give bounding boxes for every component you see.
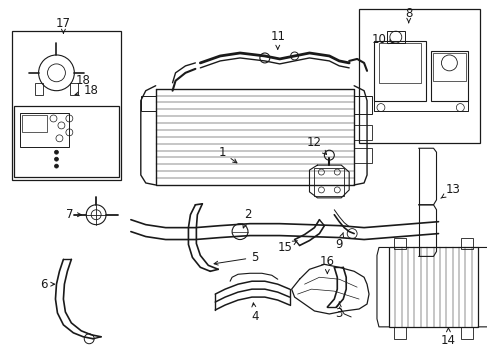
Bar <box>378 43 420 83</box>
Text: 11: 11 <box>270 30 285 49</box>
Text: 18: 18 <box>76 74 90 87</box>
Circle shape <box>54 157 59 161</box>
Text: 13: 13 <box>440 184 460 198</box>
Bar <box>353 148 371 163</box>
Text: 14: 14 <box>440 328 455 347</box>
Bar <box>35 83 42 95</box>
Bar <box>353 125 371 140</box>
Text: 15: 15 <box>277 240 297 254</box>
Bar <box>14 105 119 177</box>
Bar <box>393 327 405 339</box>
Text: 1: 1 <box>218 146 236 163</box>
Text: 10: 10 <box>371 33 392 46</box>
Text: 8: 8 <box>404 7 411 23</box>
Bar <box>314 168 344 196</box>
Text: 17: 17 <box>56 17 71 33</box>
Circle shape <box>54 164 59 168</box>
Circle shape <box>54 150 59 154</box>
Text: 16: 16 <box>319 255 334 274</box>
Bar <box>141 96 155 111</box>
Bar <box>386 31 404 43</box>
Bar <box>70 83 78 95</box>
Text: 3: 3 <box>335 302 342 320</box>
Text: 2: 2 <box>242 208 251 228</box>
Bar <box>20 113 69 147</box>
Bar <box>429 51 468 100</box>
Text: 4: 4 <box>251 303 258 323</box>
Bar <box>373 41 425 100</box>
Bar <box>460 238 472 249</box>
Bar <box>358 9 479 143</box>
Text: 12: 12 <box>306 136 326 154</box>
Bar <box>353 96 371 113</box>
Text: 5: 5 <box>214 251 258 265</box>
Bar <box>393 238 405 249</box>
Bar <box>12 31 121 180</box>
Bar <box>21 114 46 132</box>
Bar <box>432 53 466 81</box>
Text: 18: 18 <box>75 84 99 97</box>
Text: 7: 7 <box>65 208 81 221</box>
Bar <box>460 327 472 339</box>
Text: 6: 6 <box>40 278 55 291</box>
Text: 9: 9 <box>335 233 343 251</box>
Bar <box>388 247 477 327</box>
